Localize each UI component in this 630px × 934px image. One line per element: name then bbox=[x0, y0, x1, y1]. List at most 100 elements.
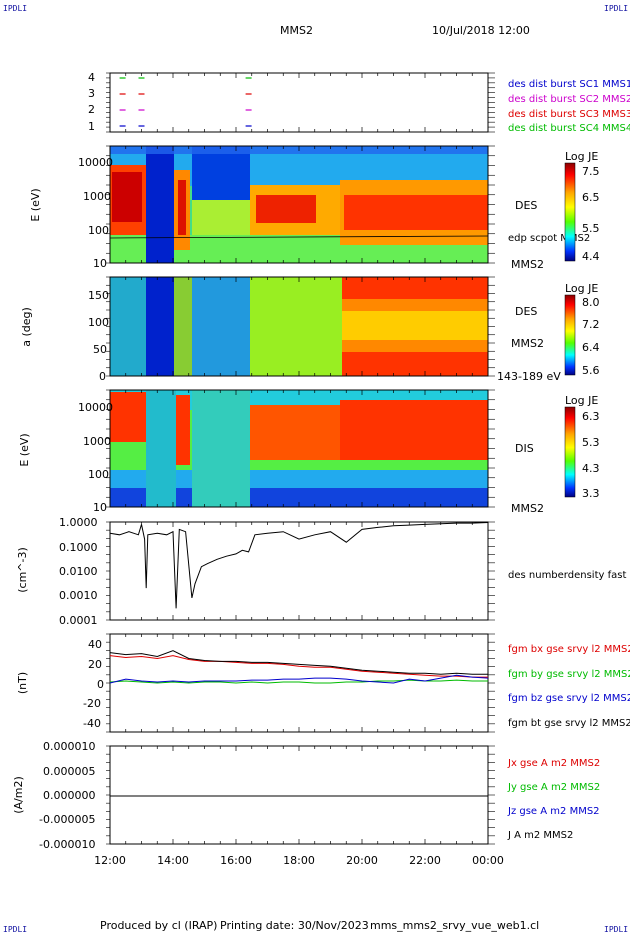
legend-bt: fgm bt gse srvy l2 MMS2 bbox=[508, 718, 630, 729]
des-pitch-cbar-tick-1: 7.2 bbox=[582, 318, 600, 331]
dis-energy-ytick-10: 10 bbox=[93, 501, 107, 514]
density-series bbox=[109, 522, 489, 609]
magnetic-ylabel: (nT) bbox=[16, 672, 29, 694]
des-pitch-ytick-0: 0 bbox=[99, 370, 106, 383]
burst-ytick-2: 2 bbox=[88, 103, 95, 116]
dis-energy-cbar-tick-0: 6.3 bbox=[582, 410, 600, 423]
burst-ticks bbox=[106, 72, 495, 133]
legend-jz: Jz gse A m2 MMS2 bbox=[507, 806, 600, 817]
des-pitch-cbar-tick-0: 8.0 bbox=[582, 296, 600, 309]
magnetic-ytick-m20: -20 bbox=[83, 697, 101, 710]
dis-energy-label: DIS bbox=[515, 442, 534, 455]
panel-burst: 4 3 2 1 des dist burst SC1 MMS1 des dist… bbox=[88, 71, 630, 134]
density-ytick-1: 1.0000 bbox=[59, 516, 98, 529]
des-energy-ytick-10: 10 bbox=[93, 257, 107, 270]
time-tick-label: 12:00 bbox=[94, 854, 126, 867]
legend-j: J A m2 MMS2 bbox=[507, 830, 573, 841]
time-tick-label: 14:00 bbox=[157, 854, 189, 867]
des-pitch-ylabel: a (deg) bbox=[20, 307, 33, 347]
current-ticks bbox=[106, 745, 495, 845]
density-ytick-0.1: 0.1000 bbox=[59, 541, 98, 554]
dis-energy-sublabel: MMS2 bbox=[511, 502, 544, 515]
corner-label-top-right: IPDLI bbox=[604, 4, 628, 13]
des-energy-ytick-1000: 1000 bbox=[83, 190, 111, 203]
density-ytick-0.0001: 0.0001 bbox=[59, 614, 98, 627]
dis-energy-cbar-tick-3: 3.3 bbox=[582, 487, 600, 500]
legend-bx: fgm bx gse srvy l2 MMS2 bbox=[508, 644, 630, 655]
des-energy-cbar-tick-3: 4.4 bbox=[582, 250, 600, 263]
des-energy-cbar-tick-2: 5.5 bbox=[582, 222, 600, 235]
current-ytick-m10: -0.000010 bbox=[39, 838, 95, 851]
panel-des-energy: 10000 1000 100 10 E (eV) DES edp scpot M… bbox=[29, 145, 600, 271]
magnetic-series-line bbox=[109, 674, 489, 684]
current-ytick-m5: -0.000005 bbox=[39, 813, 95, 826]
time-tick-label: 20:00 bbox=[346, 854, 378, 867]
panel-density: 1.0000 0.1000 0.0100 0.0010 0.0001 (cm^-… bbox=[16, 516, 630, 627]
panel-dis-energy: 10000 1000 100 10 E (eV) DIS MMS2 Log JE… bbox=[18, 389, 600, 515]
burst-ytick-1: 1 bbox=[88, 120, 95, 133]
magnetic-ytick-20: 20 bbox=[88, 658, 102, 671]
footer-produced-by: Produced by cl (IRAP) bbox=[100, 919, 217, 932]
magnetic-ticks bbox=[106, 633, 495, 733]
panel-magnetic: 40 20 0 -20 -40 (nT) fgm bx gse srvy l2 … bbox=[16, 633, 630, 733]
des-pitch-ytick-150: 150 bbox=[88, 289, 109, 302]
magnetic-ytick-0: 0 bbox=[97, 678, 104, 691]
dis-energy-ytick-10000: 10000 bbox=[78, 401, 113, 414]
des-energy-sublabel: MMS2 bbox=[511, 258, 544, 271]
dis-energy-cbar-title: Log JE bbox=[565, 394, 598, 407]
time-tick-label: 00:00 bbox=[472, 854, 504, 867]
magnetic-ytick-40: 40 bbox=[88, 638, 102, 651]
time-tick-label: 22:00 bbox=[409, 854, 441, 867]
footer-file-name: mms_mms2_srvy_vue_web1.cl bbox=[370, 919, 539, 932]
des-energy-ytick-100: 100 bbox=[88, 224, 109, 237]
density-ytick-0.001: 0.0010 bbox=[59, 589, 98, 602]
des-energy-ticks bbox=[106, 145, 495, 264]
corner-label-bottom-left: IPDLI bbox=[3, 925, 27, 934]
density-ylabel: (cm^-3) bbox=[16, 547, 29, 593]
dis-energy-ticks bbox=[106, 389, 495, 508]
dis-energy-cbar-tick-1: 5.3 bbox=[582, 436, 600, 449]
des-pitch-label: DES bbox=[515, 305, 537, 318]
legend-burst-mms1: des dist burst SC1 MMS1 bbox=[508, 79, 630, 90]
legend-burst-mms3: des dist burst SC3 MMS3 bbox=[508, 109, 630, 120]
magnetic-series-line bbox=[109, 655, 488, 678]
dis-energy-ytick-100: 100 bbox=[88, 468, 109, 481]
density-ticks bbox=[106, 521, 495, 621]
time-tick-label: 16:00 bbox=[220, 854, 252, 867]
legend-burst-mms2: des dist burst SC2 MMS2 bbox=[508, 94, 630, 105]
date-time: 10/Jul/2018 12:00 bbox=[432, 24, 530, 37]
des-pitch-ytick-50: 50 bbox=[93, 343, 107, 356]
dis-energy-cbar-tick-2: 4.3 bbox=[582, 462, 600, 475]
burst-marks bbox=[119, 77, 252, 127]
footer-printing-date: Printing date: 30/Nov/2023 bbox=[220, 919, 369, 932]
spacecraft-title: MMS2 bbox=[280, 24, 313, 37]
des-pitch-energy-range: 143-189 eV bbox=[497, 370, 561, 383]
des-pitch-sublabel: MMS2 bbox=[511, 337, 544, 350]
des-pitch-cbar-tick-2: 6.4 bbox=[582, 341, 600, 354]
des-energy-cbar-tick-0: 7.5 bbox=[582, 165, 600, 178]
legend-bz: fgm bz gse srvy l2 MMS2 bbox=[508, 693, 630, 704]
panel-des-pitch: 150 100 50 0 a (deg) DES MMS2 143-189 eV… bbox=[20, 276, 600, 383]
current-ylabel: (A/m2) bbox=[12, 776, 25, 814]
des-pitch-ytick-100: 100 bbox=[88, 316, 109, 329]
des-energy-ytick-10000: 10000 bbox=[78, 156, 113, 169]
legend-density: des numberdensity fast M bbox=[508, 570, 630, 581]
current-ytick-p10: 0.000010 bbox=[43, 740, 96, 753]
legend-jx: Jx gse A m2 MMS2 bbox=[507, 758, 600, 769]
legend-by: fgm by gse srvy l2 MMS2 bbox=[508, 669, 630, 680]
dis-energy-ytick-1000: 1000 bbox=[83, 435, 111, 448]
des-pitch-cbar-title: Log JE bbox=[565, 282, 598, 295]
legend-burst-mms4: des dist burst SC4 MMS4 bbox=[508, 123, 630, 134]
burst-ytick-4: 4 bbox=[88, 71, 95, 84]
dis-energy-ylabel: E (eV) bbox=[18, 433, 31, 466]
current-ytick-p5: 0.000005 bbox=[43, 765, 96, 778]
magnetic-ytick-m40: -40 bbox=[83, 717, 101, 730]
legend-jy: Jy gse A m2 MMS2 bbox=[507, 782, 600, 793]
des-energy-label: DES bbox=[515, 199, 537, 212]
panel-current: 0.000010 0.000005 0.000000 -0.000005 -0.… bbox=[12, 740, 600, 851]
des-energy-cbar-tick-1: 6.5 bbox=[582, 191, 600, 204]
magnetic-series-line bbox=[109, 650, 488, 675]
des-pitch-ticks bbox=[106, 276, 495, 377]
des-energy-overlay-label: edp scpot MMS2 bbox=[508, 233, 590, 244]
